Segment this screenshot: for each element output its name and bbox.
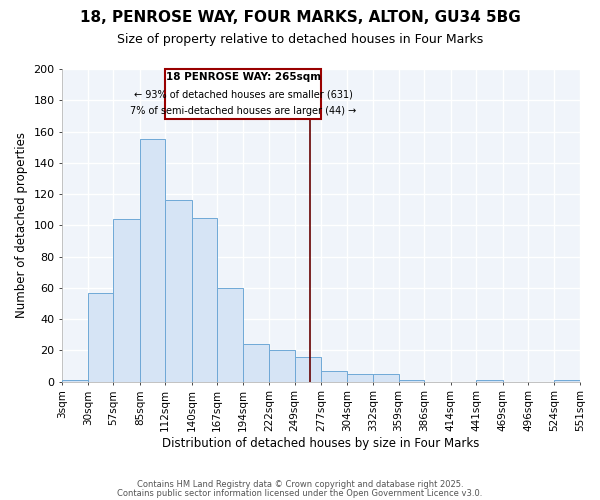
Bar xyxy=(165,69,321,119)
Bar xyxy=(295,356,321,382)
Y-axis label: Number of detached properties: Number of detached properties xyxy=(15,132,28,318)
Text: Contains HM Land Registry data © Crown copyright and database right 2025.: Contains HM Land Registry data © Crown c… xyxy=(137,480,463,489)
Bar xyxy=(373,374,398,382)
Bar xyxy=(113,219,140,382)
Bar xyxy=(476,380,503,382)
Bar xyxy=(62,380,88,382)
Text: 18 PENROSE WAY: 265sqm: 18 PENROSE WAY: 265sqm xyxy=(166,72,321,83)
Bar xyxy=(217,288,243,382)
Bar xyxy=(243,344,269,382)
Bar xyxy=(347,374,373,382)
Text: 18, PENROSE WAY, FOUR MARKS, ALTON, GU34 5BG: 18, PENROSE WAY, FOUR MARKS, ALTON, GU34… xyxy=(80,10,520,25)
Text: Size of property relative to detached houses in Four Marks: Size of property relative to detached ho… xyxy=(117,32,483,46)
Bar xyxy=(165,200,192,382)
Bar xyxy=(398,380,424,382)
Bar xyxy=(321,370,347,382)
X-axis label: Distribution of detached houses by size in Four Marks: Distribution of detached houses by size … xyxy=(163,437,480,450)
Text: ← 93% of detached houses are smaller (631): ← 93% of detached houses are smaller (63… xyxy=(134,89,353,99)
Bar xyxy=(269,350,295,382)
Bar xyxy=(554,380,580,382)
Bar xyxy=(192,218,217,382)
Bar xyxy=(140,140,165,382)
Text: 7% of semi-detached houses are larger (44) →: 7% of semi-detached houses are larger (4… xyxy=(130,106,356,116)
Bar xyxy=(88,292,113,382)
Text: Contains public sector information licensed under the Open Government Licence v3: Contains public sector information licen… xyxy=(118,488,482,498)
